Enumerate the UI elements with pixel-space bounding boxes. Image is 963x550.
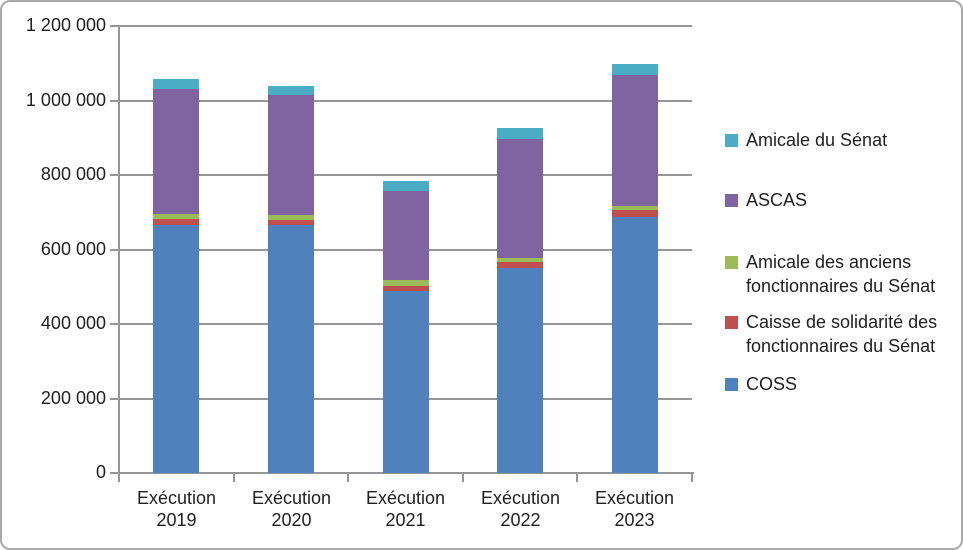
x-axis-label-line: Exécution <box>594 488 675 508</box>
y-axis-tick-label: 1 000 000 <box>25 90 106 111</box>
x-axis-label-2020: Exécution 2020 <box>234 487 349 531</box>
x-axis-label-line: 2019 <box>156 510 197 530</box>
legend-swatch-amicale-anciens <box>725 256 738 269</box>
x-axis-label-line: Exécution <box>480 488 561 508</box>
bar-segment-coss-2023 <box>612 217 658 473</box>
x-axis-tick <box>233 474 235 482</box>
legend-item-ascas: ASCAS <box>725 188 807 212</box>
y-axis-tick-label: 0 <box>95 462 106 483</box>
x-axis-label-line: Exécution <box>251 488 332 508</box>
bar-segment-ascas-2021 <box>383 191 429 280</box>
bar-segment-amicale-anciens-2023 <box>612 206 658 210</box>
x-axis-label-line: 2021 <box>385 510 426 530</box>
bar-segment-ascas-2020 <box>268 95 314 215</box>
legend-label: Caisse de solidarité des fonctionnaires d… <box>746 310 937 358</box>
legend-label-line: fonctionnaires du Sénat <box>746 336 936 356</box>
bar-segment-amicale-senat-2021 <box>383 181 429 191</box>
y-axis-tick <box>110 100 119 102</box>
bar-segment-amicale-senat-2019 <box>153 79 199 89</box>
legend-item-amicale-senat: Amicale du Sénat <box>725 128 887 152</box>
y-axis-tick-label: 800 000 <box>40 164 106 185</box>
y-axis-tick <box>110 472 119 474</box>
x-axis-tick <box>576 474 578 482</box>
legend-label-line: Caisse de solidarité des <box>746 312 938 332</box>
legend-label: Amicale du Sénat <box>746 128 887 152</box>
bar-segment-ascas-2019 <box>153 89 199 214</box>
y-axis-tick-label: 1 200 000 <box>25 15 106 36</box>
y-axis-tick <box>110 249 119 251</box>
bar-segment-amicale-senat-2020 <box>268 86 314 95</box>
bar-segment-coss-2019 <box>153 225 199 473</box>
bar-segment-amicale-senat-2023 <box>612 64 658 75</box>
legend-label-line: ASCAS <box>746 190 808 210</box>
x-axis-tick <box>462 474 464 482</box>
bar-segment-caisse-solidarite-2021 <box>383 286 429 291</box>
bar-segment-caisse-solidarite-2019 <box>153 219 199 225</box>
bar-segment-coss-2021 <box>383 291 429 473</box>
bar-segment-caisse-solidarite-2023 <box>612 210 658 217</box>
x-axis-tick <box>691 474 693 482</box>
y-axis-tick-label: 600 000 <box>40 239 106 260</box>
legend-label-line: COSS <box>746 374 798 394</box>
x-axis-label-line: Exécution <box>365 488 446 508</box>
legend-label-line: Amicale du Sénat <box>746 130 888 150</box>
x-axis-label-line: 2020 <box>271 510 312 530</box>
x-axis-label-2019: Exécution 2019 <box>119 487 234 531</box>
x-axis-label-2021: Exécution 2021 <box>348 487 463 531</box>
bar-segment-amicale-anciens-2019 <box>153 214 199 219</box>
bar-segment-amicale-senat-2022 <box>497 128 543 139</box>
legend-item-coss: COSS <box>725 372 797 396</box>
legend-item-caisse-solidarite: Caisse de solidarité des fonctionnaires d… <box>725 310 937 358</box>
y-axis-tick <box>110 323 119 325</box>
bar-segment-ascas-2022 <box>497 139 543 258</box>
bar-segment-amicale-anciens-2022 <box>497 258 543 262</box>
bar-segment-coss-2022 <box>497 268 543 473</box>
legend-swatch-caisse-solidarite <box>725 316 738 329</box>
legend-swatch-amicale-senat <box>725 134 738 147</box>
legend-swatch-coss <box>725 378 738 391</box>
x-axis-tick <box>347 474 349 482</box>
bar-segment-amicale-anciens-2020 <box>268 215 314 220</box>
bar-segment-coss-2020 <box>268 225 314 473</box>
y-axis-tick <box>110 174 119 176</box>
bar-segment-ascas-2023 <box>612 75 658 206</box>
legend-label: COSS <box>746 372 797 396</box>
x-axis-label-line: 2023 <box>614 510 655 530</box>
legend-swatch-ascas <box>725 194 738 207</box>
gridline <box>119 174 692 176</box>
x-axis-label-2022: Exécution 2022 <box>463 487 578 531</box>
y-axis-tick-label: 400 000 <box>40 313 106 334</box>
legend-label-line: fonctionnaires du Sénat <box>746 276 936 296</box>
y-axis-line <box>118 25 120 482</box>
y-axis-tick <box>110 398 119 400</box>
y-axis-tick <box>110 25 119 27</box>
gridline <box>119 100 692 102</box>
legend-label-line: Amicale des anciens <box>746 252 912 272</box>
legend-item-amicale-anciens: Amicale des anciens fonctionnaires du Sén… <box>725 250 935 298</box>
bar-segment-caisse-solidarite-2020 <box>268 220 314 225</box>
x-axis-label-line: Exécution <box>136 488 217 508</box>
bar-segment-amicale-anciens-2021 <box>383 280 429 286</box>
gridline <box>119 25 692 27</box>
x-axis-label-line: 2022 <box>500 510 541 530</box>
x-axis-line <box>118 472 694 474</box>
x-axis-tick <box>118 474 120 482</box>
y-axis-tick-label: 200 000 <box>40 388 106 409</box>
bar-segment-caisse-solidarite-2022 <box>497 262 543 268</box>
legend-label: Amicale des anciens fonctionnaires du Sén… <box>746 250 935 298</box>
x-axis-label-2023: Exécution 2023 <box>577 487 692 531</box>
legend-label: ASCAS <box>746 188 807 212</box>
